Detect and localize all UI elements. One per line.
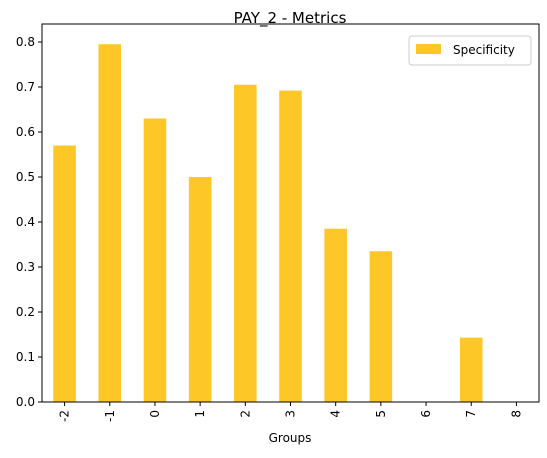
bar-0 [143, 118, 167, 402]
x-tick-label: -1 [103, 410, 117, 422]
bar-3 [279, 90, 302, 402]
x-tick-label: 5 [374, 410, 388, 418]
y-tick-label: 0.0 [16, 395, 35, 409]
x-tick-label: 1 [193, 410, 207, 418]
bar--2 [53, 145, 76, 402]
x-tick-label: 3 [284, 410, 298, 418]
bar-5 [369, 251, 393, 402]
bar-1 [188, 177, 212, 402]
bar-4 [324, 228, 347, 402]
x-tick-label: 4 [329, 410, 343, 418]
x-tick-label: 6 [419, 410, 433, 418]
bars-group [53, 44, 483, 402]
y-axis-ticks: 0.0 0.1 0.2 0.3 0.4 0.5 0.6 0.7 0.8 [16, 35, 42, 409]
y-tick-label: 0.3 [16, 260, 35, 274]
y-tick-label: 0.2 [16, 305, 35, 319]
y-tick-label: 0.1 [16, 350, 35, 364]
x-tick-label: 8 [509, 410, 523, 418]
x-axis-ticks: -2 -1 0 1 2 3 4 5 6 7 8 [58, 402, 523, 422]
y-tick-label: 0.6 [16, 125, 35, 139]
y-tick-label: 0.5 [16, 170, 35, 184]
x-tick-label: 7 [464, 410, 478, 418]
y-tick-label: 0.8 [16, 35, 35, 49]
bar-2 [234, 84, 257, 402]
x-tick-label: -2 [58, 410, 72, 422]
legend: Specificity [408, 35, 532, 66]
bar-7 [459, 337, 483, 402]
y-tick-label: 0.4 [16, 215, 35, 229]
x-tick-label: 0 [148, 410, 162, 418]
plot-frame [41, 23, 540, 403]
bar--1 [98, 44, 122, 402]
y-tick-label: 0.7 [16, 80, 35, 94]
legend-box [408, 35, 532, 66]
legend-label: Specificity [453, 43, 515, 57]
x-tick-label: 2 [238, 410, 252, 418]
x-axis-label: Groups [269, 431, 312, 445]
chart-title: PAY_2 - Metrics [234, 9, 347, 28]
legend-swatch [416, 44, 441, 54]
